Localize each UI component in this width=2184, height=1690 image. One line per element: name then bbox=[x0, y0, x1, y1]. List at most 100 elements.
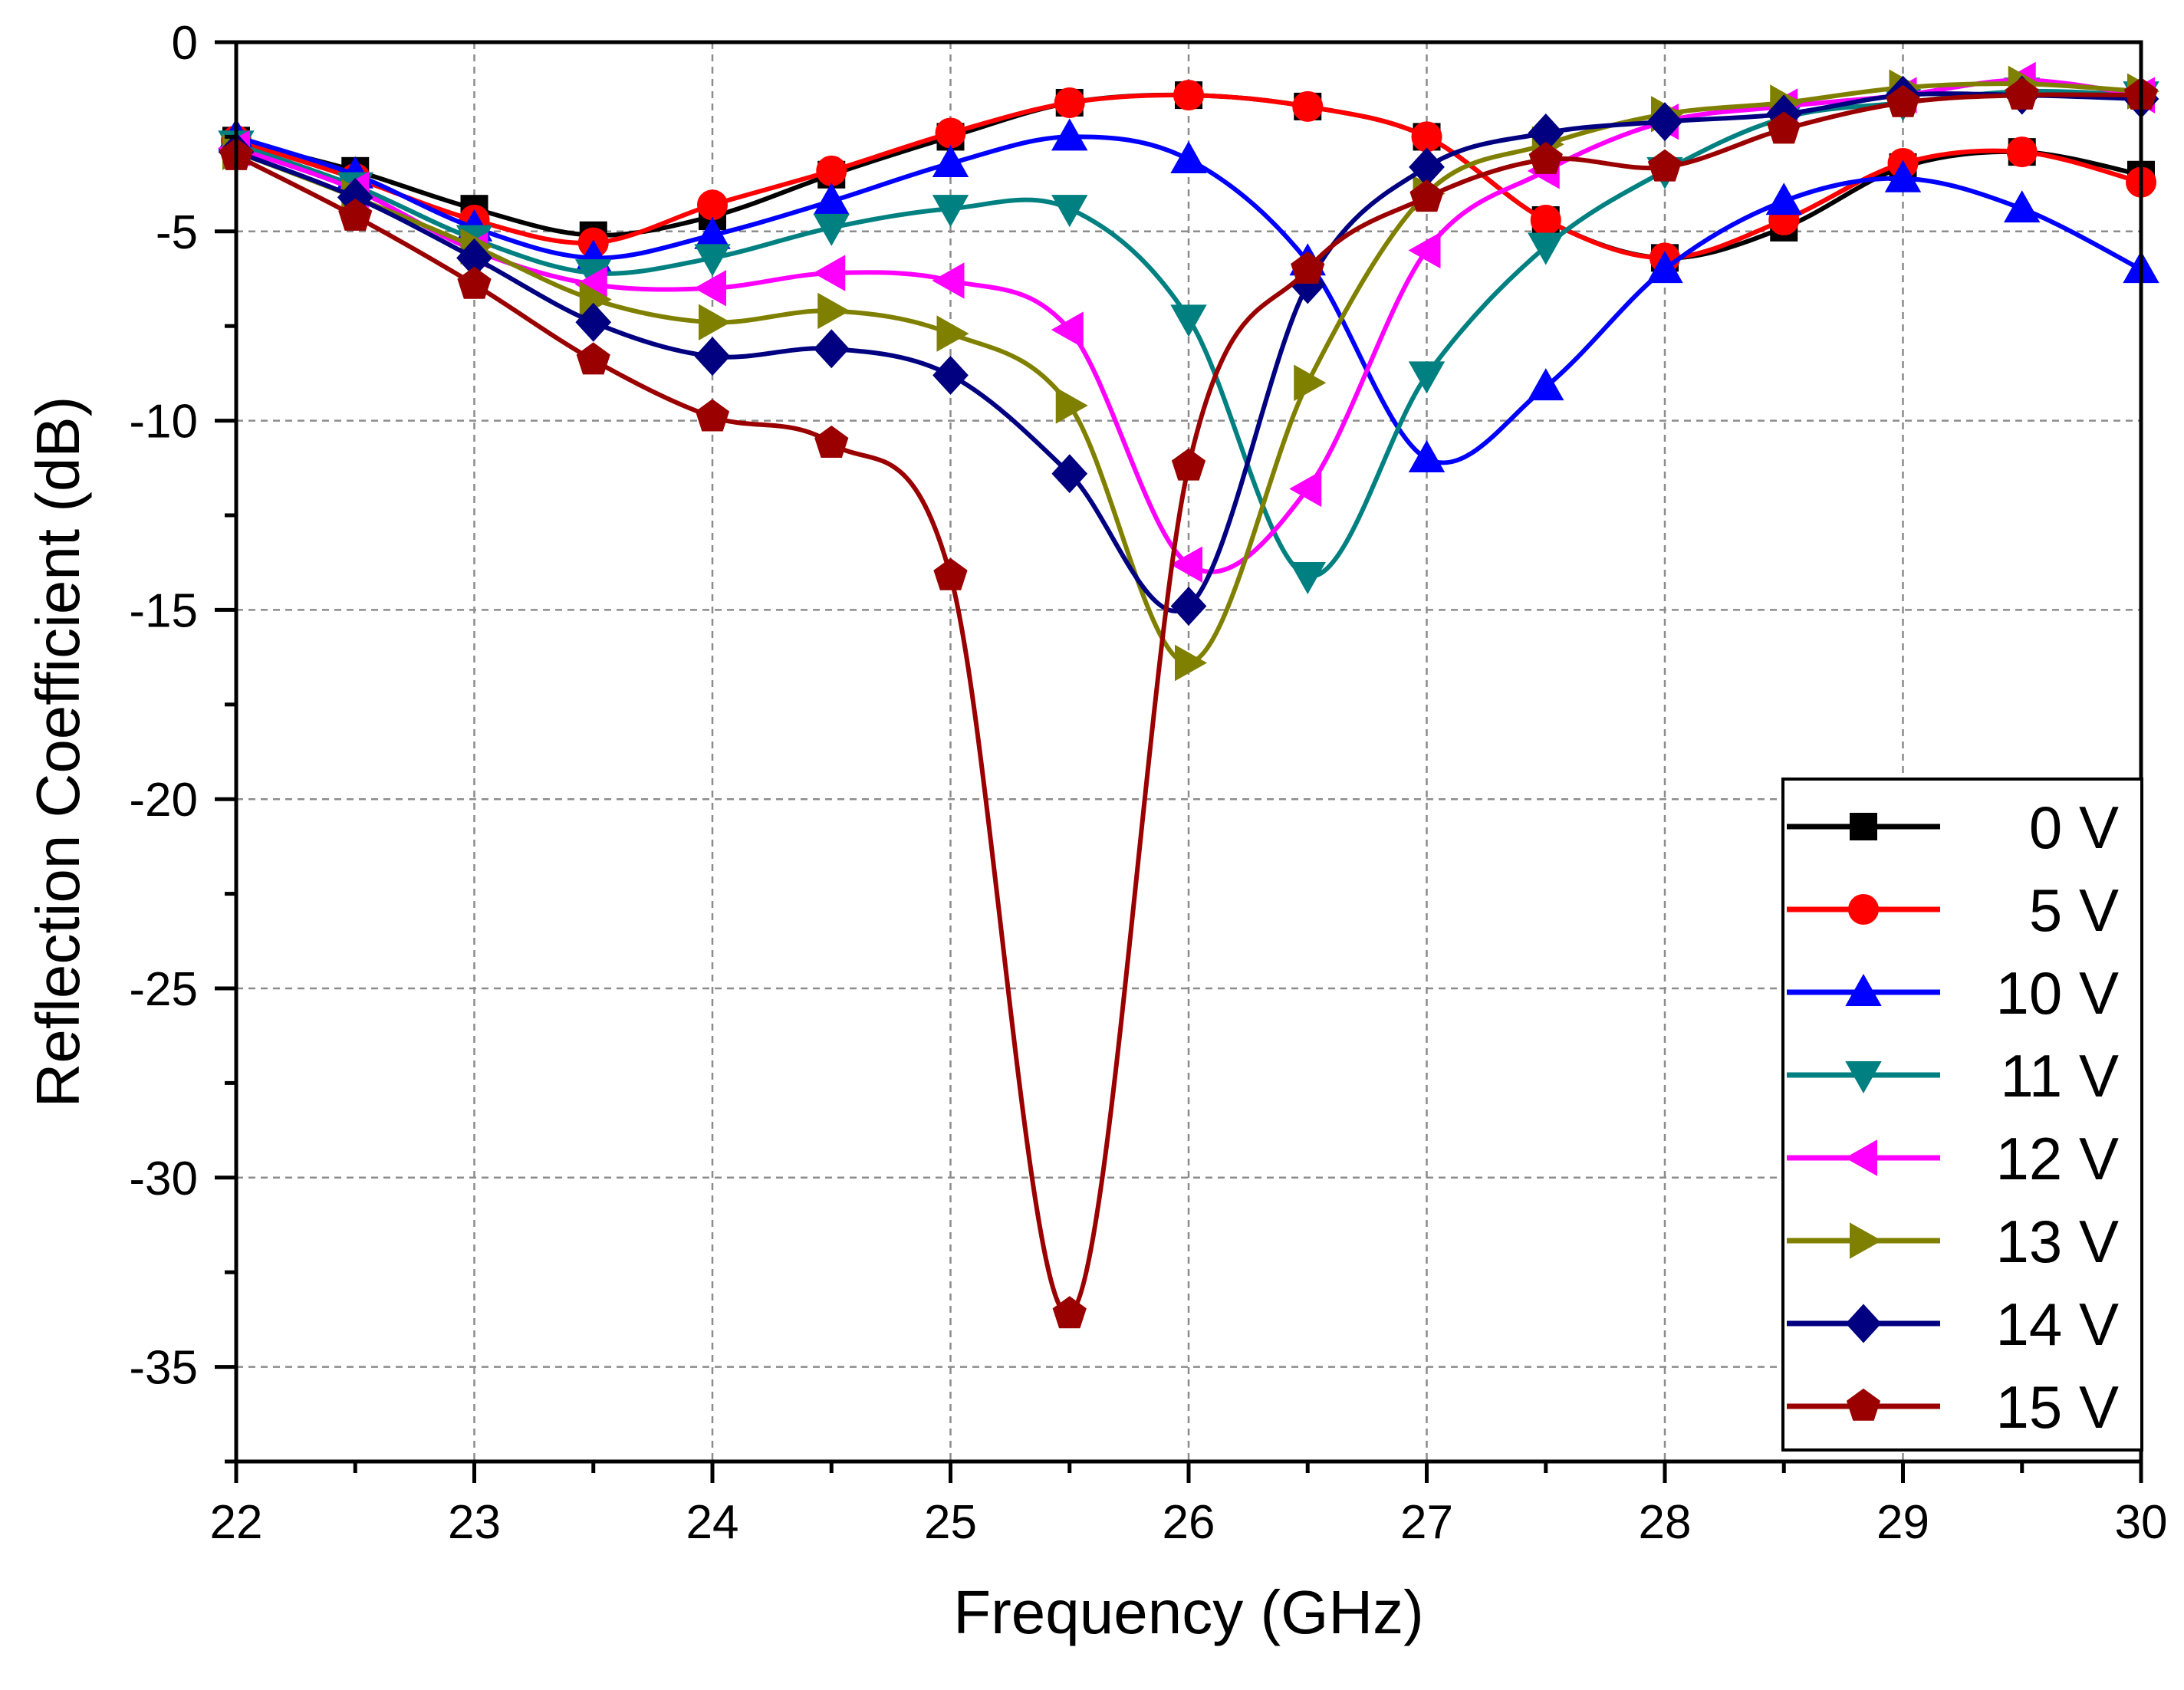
data-point bbox=[1169, 546, 1202, 583]
data-point bbox=[1294, 364, 1327, 401]
data-point bbox=[813, 329, 850, 369]
data-point bbox=[1530, 204, 1561, 235]
legend-item: 11 V bbox=[1787, 1042, 2119, 1110]
legend-item: 10 V bbox=[1787, 959, 2119, 1027]
x-tick-label: 29 bbox=[1876, 1496, 1929, 1549]
legend-marker bbox=[1846, 1388, 1881, 1421]
data-point bbox=[1051, 454, 1088, 494]
legend-marker bbox=[1845, 1061, 1882, 1094]
data-point bbox=[1408, 232, 1441, 269]
data-point bbox=[816, 155, 847, 186]
data-point bbox=[817, 292, 850, 330]
y-tick-label: -25 bbox=[129, 963, 198, 1016]
data-point bbox=[1171, 448, 1206, 481]
legend: 0 V 5 V 10 V 11 V 12 V 13 V 14 V 15 V bbox=[1781, 778, 2143, 1452]
data-point bbox=[1408, 439, 1446, 472]
legend-marker bbox=[1850, 813, 1877, 840]
legend-item: 15 V bbox=[1787, 1373, 2119, 1441]
data-point bbox=[814, 425, 849, 459]
data-point bbox=[1884, 159, 1922, 192]
x-tick-label: 30 bbox=[2115, 1496, 2168, 1549]
data-point bbox=[813, 213, 850, 246]
x-tick-label: 25 bbox=[924, 1496, 977, 1549]
legend-item: 0 V bbox=[1787, 794, 2119, 861]
data-point bbox=[1647, 149, 1682, 182]
data-point bbox=[1052, 1296, 1087, 1329]
data-point bbox=[575, 302, 612, 342]
data-point bbox=[699, 304, 732, 340]
data-point bbox=[1170, 586, 1207, 626]
y-tick-label: -15 bbox=[129, 584, 198, 637]
data-point bbox=[1289, 561, 1326, 595]
legend-marker bbox=[1845, 1304, 1882, 1343]
legend-item: 12 V bbox=[1787, 1125, 2119, 1192]
data-point bbox=[2005, 77, 2039, 110]
data-point bbox=[932, 144, 969, 177]
data-point bbox=[932, 195, 969, 228]
data-point bbox=[576, 342, 610, 375]
legend-label: 12 V bbox=[1996, 1125, 2119, 1192]
legend-item: 13 V bbox=[1787, 1208, 2119, 1275]
series-line bbox=[235, 134, 2143, 465]
x-tick-label: 24 bbox=[686, 1496, 739, 1549]
data-point bbox=[694, 244, 731, 277]
legend-label: 14 V bbox=[1996, 1291, 2119, 1358]
data-point bbox=[932, 355, 969, 395]
data-point bbox=[1175, 644, 1208, 682]
y-tick-label: 0 bbox=[172, 17, 198, 70]
data-point bbox=[1408, 361, 1446, 394]
data-point bbox=[813, 255, 846, 291]
x-tick-label: 28 bbox=[1639, 1496, 1692, 1549]
data-point bbox=[1528, 368, 1564, 401]
data-point bbox=[693, 270, 726, 307]
data-point bbox=[932, 262, 965, 299]
legend-marker bbox=[1850, 1222, 1883, 1259]
data-point bbox=[694, 337, 731, 376]
data-point bbox=[1886, 84, 1920, 117]
data-point bbox=[936, 315, 969, 352]
data-point bbox=[1170, 140, 1207, 174]
legend-item: 14 V bbox=[1787, 1291, 2119, 1358]
legend-item: 5 V bbox=[1787, 876, 2119, 944]
data-point bbox=[1170, 304, 1207, 337]
data-point bbox=[1289, 470, 1322, 508]
data-point bbox=[1409, 179, 1444, 212]
legend-label: 13 V bbox=[1996, 1208, 2119, 1275]
data-point bbox=[1173, 80, 1204, 111]
data-point bbox=[1055, 387, 1088, 424]
y-tick-label: -20 bbox=[129, 774, 198, 827]
x-tick-label: 22 bbox=[210, 1496, 263, 1549]
data-point bbox=[1291, 251, 1325, 284]
data-point bbox=[1528, 232, 1564, 265]
data-point bbox=[697, 189, 728, 221]
y-tick-label: -30 bbox=[129, 1152, 198, 1205]
x-tick-label: 23 bbox=[448, 1496, 501, 1549]
data-point bbox=[695, 399, 730, 432]
data-point bbox=[1646, 251, 1683, 284]
legend-label: 11 V bbox=[2000, 1042, 2119, 1110]
data-point bbox=[1646, 102, 1683, 142]
legend-marker bbox=[1845, 973, 1882, 1006]
data-point bbox=[1767, 111, 1801, 144]
data-point bbox=[1528, 141, 1563, 174]
legend-label: 10 V bbox=[1996, 959, 2119, 1027]
legend-marker bbox=[1848, 894, 1879, 925]
data-point bbox=[933, 557, 968, 590]
data-point bbox=[338, 198, 373, 231]
x-axis-title: Frequency (GHz) bbox=[953, 1578, 1423, 1646]
data-point bbox=[1765, 182, 1802, 215]
x-tick-label: 26 bbox=[1163, 1496, 1215, 1549]
y-tick-label: -35 bbox=[129, 1342, 198, 1395]
legend-box bbox=[1781, 778, 2143, 1452]
y-tick-label: -5 bbox=[156, 206, 198, 259]
legend-label: 15 V bbox=[1996, 1373, 2119, 1441]
data-point bbox=[2004, 190, 2041, 223]
data-point bbox=[457, 266, 492, 299]
legend-label: 0 V bbox=[2029, 794, 2119, 861]
legend-marker bbox=[1844, 1139, 1877, 1176]
data-point bbox=[2006, 136, 2038, 168]
data-point bbox=[1054, 87, 1085, 118]
data-point bbox=[1051, 118, 1088, 151]
axis-ticks: 22 23 24 25 26 27 28 29 30 0 -5 -10 -15 -20 -25 -30 -35 bbox=[129, 17, 2167, 1549]
